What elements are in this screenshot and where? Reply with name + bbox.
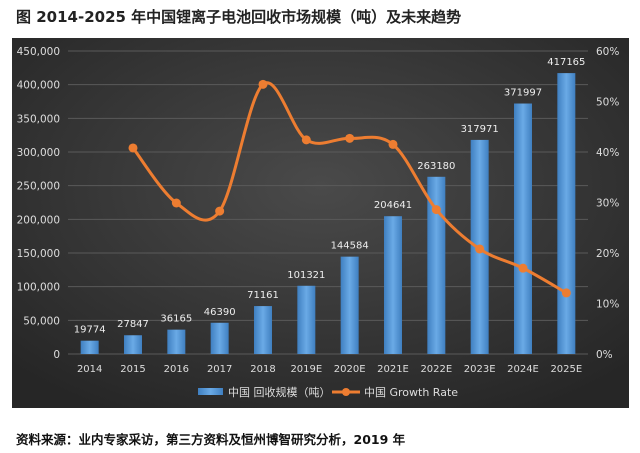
bar-data-label: 417165 [547,57,585,68]
legend-bar-swatch [198,388,223,395]
y-right-tick-label: 60% [596,46,619,58]
bar [384,216,402,354]
growth-rate-marker [128,143,138,153]
x-tick-label: 2016 [164,364,189,375]
growth-rate-line [131,81,568,295]
y-right-tick-label: 0% [596,349,613,361]
x-tick-label: 2019E [290,364,322,375]
bar-data-label: 317971 [461,124,499,135]
y-right-tick-label: 40% [596,147,619,159]
legend: 中国 回收规模（吨） 中国 Growth Rate [198,385,458,399]
y-left-tick-label: 350,000 [17,113,60,125]
source-note: 资料来源：业内专家采访，第三方资料及恒州博智研究分析，2019 年 [16,432,406,447]
bar [124,335,142,354]
y-left-tick-label: 100,000 [17,282,60,294]
bar [297,285,316,354]
bar [254,306,272,354]
bar-data-label: 71161 [247,290,279,301]
y-left-tick-label: 250,000 [17,181,60,193]
x-tick-label: 2014 [77,364,102,375]
y-left-tick-label: 300,000 [17,147,60,159]
growth-rate-marker [561,288,571,298]
y-left-tick-label: 0 [53,349,60,361]
legend-line-label: 中国 Growth Rate [364,386,458,399]
y-right-tick-label: 30% [596,198,619,210]
bar [427,176,446,354]
bar-data-label: 371997 [504,88,542,99]
growth-rate-marker [388,139,398,149]
x-tick-label: 2021E [377,364,409,375]
growth-rate-marker [215,206,225,216]
y-right-tick-label: 50% [596,97,619,109]
chart-title: 图 2014-2025 年中国锂离子电池回收市场规模（吨）及未来趋势 [16,8,462,26]
y-left-tick-label: 450,000 [17,46,60,58]
legend-bar-label: 中国 回收规模（吨） [228,385,331,399]
bar-data-label: 27847 [117,319,149,330]
x-tick-label: 2017 [207,364,232,375]
growth-rate-marker [431,205,441,215]
growth-rate-marker [171,198,181,208]
growth-rate-marker [258,79,268,89]
bar-data-label: 204641 [374,200,412,211]
bar-data-label: 101321 [287,270,325,281]
bar [210,322,229,354]
x-tick-label: 2023E [464,364,496,375]
x-tick-label: 2020E [334,364,366,375]
x-tick-label: 2024E [507,364,539,375]
y-left-tick-label: 150,000 [17,248,60,260]
y-left-tick-label: 200,000 [17,214,60,226]
y-right-tick-label: 20% [596,248,619,260]
bar [167,329,186,354]
y-left-tick-label: 400,000 [17,80,60,92]
y-right-tick-label: 10% [596,299,619,311]
bar-data-label: 19774 [74,325,106,336]
bar-data-label: 36165 [160,314,192,325]
x-tick-label: 2025E [550,364,582,375]
growth-rate-marker [518,263,528,273]
bar-data-label: 144584 [331,241,369,252]
bar-data-label: 46390 [204,307,236,318]
legend-line-marker [342,388,350,396]
growth-rate-marker [475,244,485,254]
bar [514,103,532,354]
x-tick-label: 2015 [120,364,145,375]
bar-data-label: 263180 [417,161,455,172]
bar [557,73,576,355]
growth-rate-marker [345,133,355,143]
y-left-tick-label: 50,000 [23,315,60,327]
growth-rate-marker [301,135,311,145]
bar [80,340,99,354]
bar [340,256,359,354]
x-tick-label: 2022E [420,364,452,375]
x-tick-label: 2018 [250,364,275,375]
